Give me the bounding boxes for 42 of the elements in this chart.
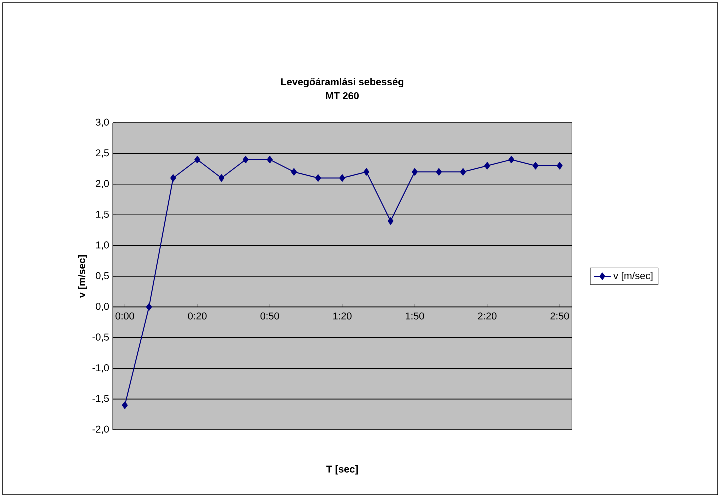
y-tick-label: 1,0: [96, 242, 110, 250]
point: [194, 156, 200, 164]
x-tick-label: 2:50: [550, 312, 570, 320]
point: [532, 162, 539, 170]
point: [412, 168, 418, 176]
point: [484, 162, 490, 170]
y-tick-label: 0,5: [96, 272, 110, 281]
point: [557, 162, 563, 170]
x-axis-title: T [sec]: [326, 466, 358, 475]
point: [364, 168, 370, 176]
y-tick-label: -2,0: [92, 426, 110, 434]
x-tick-label: 1:20: [334, 312, 352, 320]
point: [460, 168, 466, 176]
point: [170, 174, 176, 182]
chart-title: Levegőáramlási sebesség: [281, 78, 404, 88]
y-tick-label: 0,0: [96, 303, 110, 312]
point: [508, 156, 515, 164]
point: [291, 168, 298, 176]
y-tick-label: 3,0: [96, 118, 110, 128]
y-tick-label: 2,5: [96, 150, 110, 158]
y-tick-label: 1,5: [96, 211, 110, 220]
legend-label: v [m/sec]: [614, 272, 653, 282]
y-tick-label: 2,0: [96, 180, 110, 189]
y-axis-title: v [m/sec]: [78, 255, 88, 298]
point: [122, 402, 128, 410]
point: [146, 303, 152, 311]
chart-subtitle: MT 260: [326, 92, 359, 100]
x-tick-label: 1:50: [406, 312, 424, 320]
point: [242, 156, 249, 164]
y-tick-label: -0,5: [92, 334, 110, 342]
point: [388, 218, 394, 225]
point: [340, 174, 346, 182]
y-tick-label: -1,5: [92, 395, 110, 404]
x-tick-label: 0:00: [116, 312, 134, 320]
x-tick-label: 2:20: [478, 312, 497, 320]
x-tick-label: 0:50: [260, 312, 280, 320]
point: [315, 174, 322, 182]
point: [436, 168, 442, 176]
y-tick-label: -1,0: [92, 364, 110, 373]
x-tick-label: 0:20: [188, 312, 207, 320]
point: [267, 156, 273, 164]
point: [218, 174, 225, 182]
